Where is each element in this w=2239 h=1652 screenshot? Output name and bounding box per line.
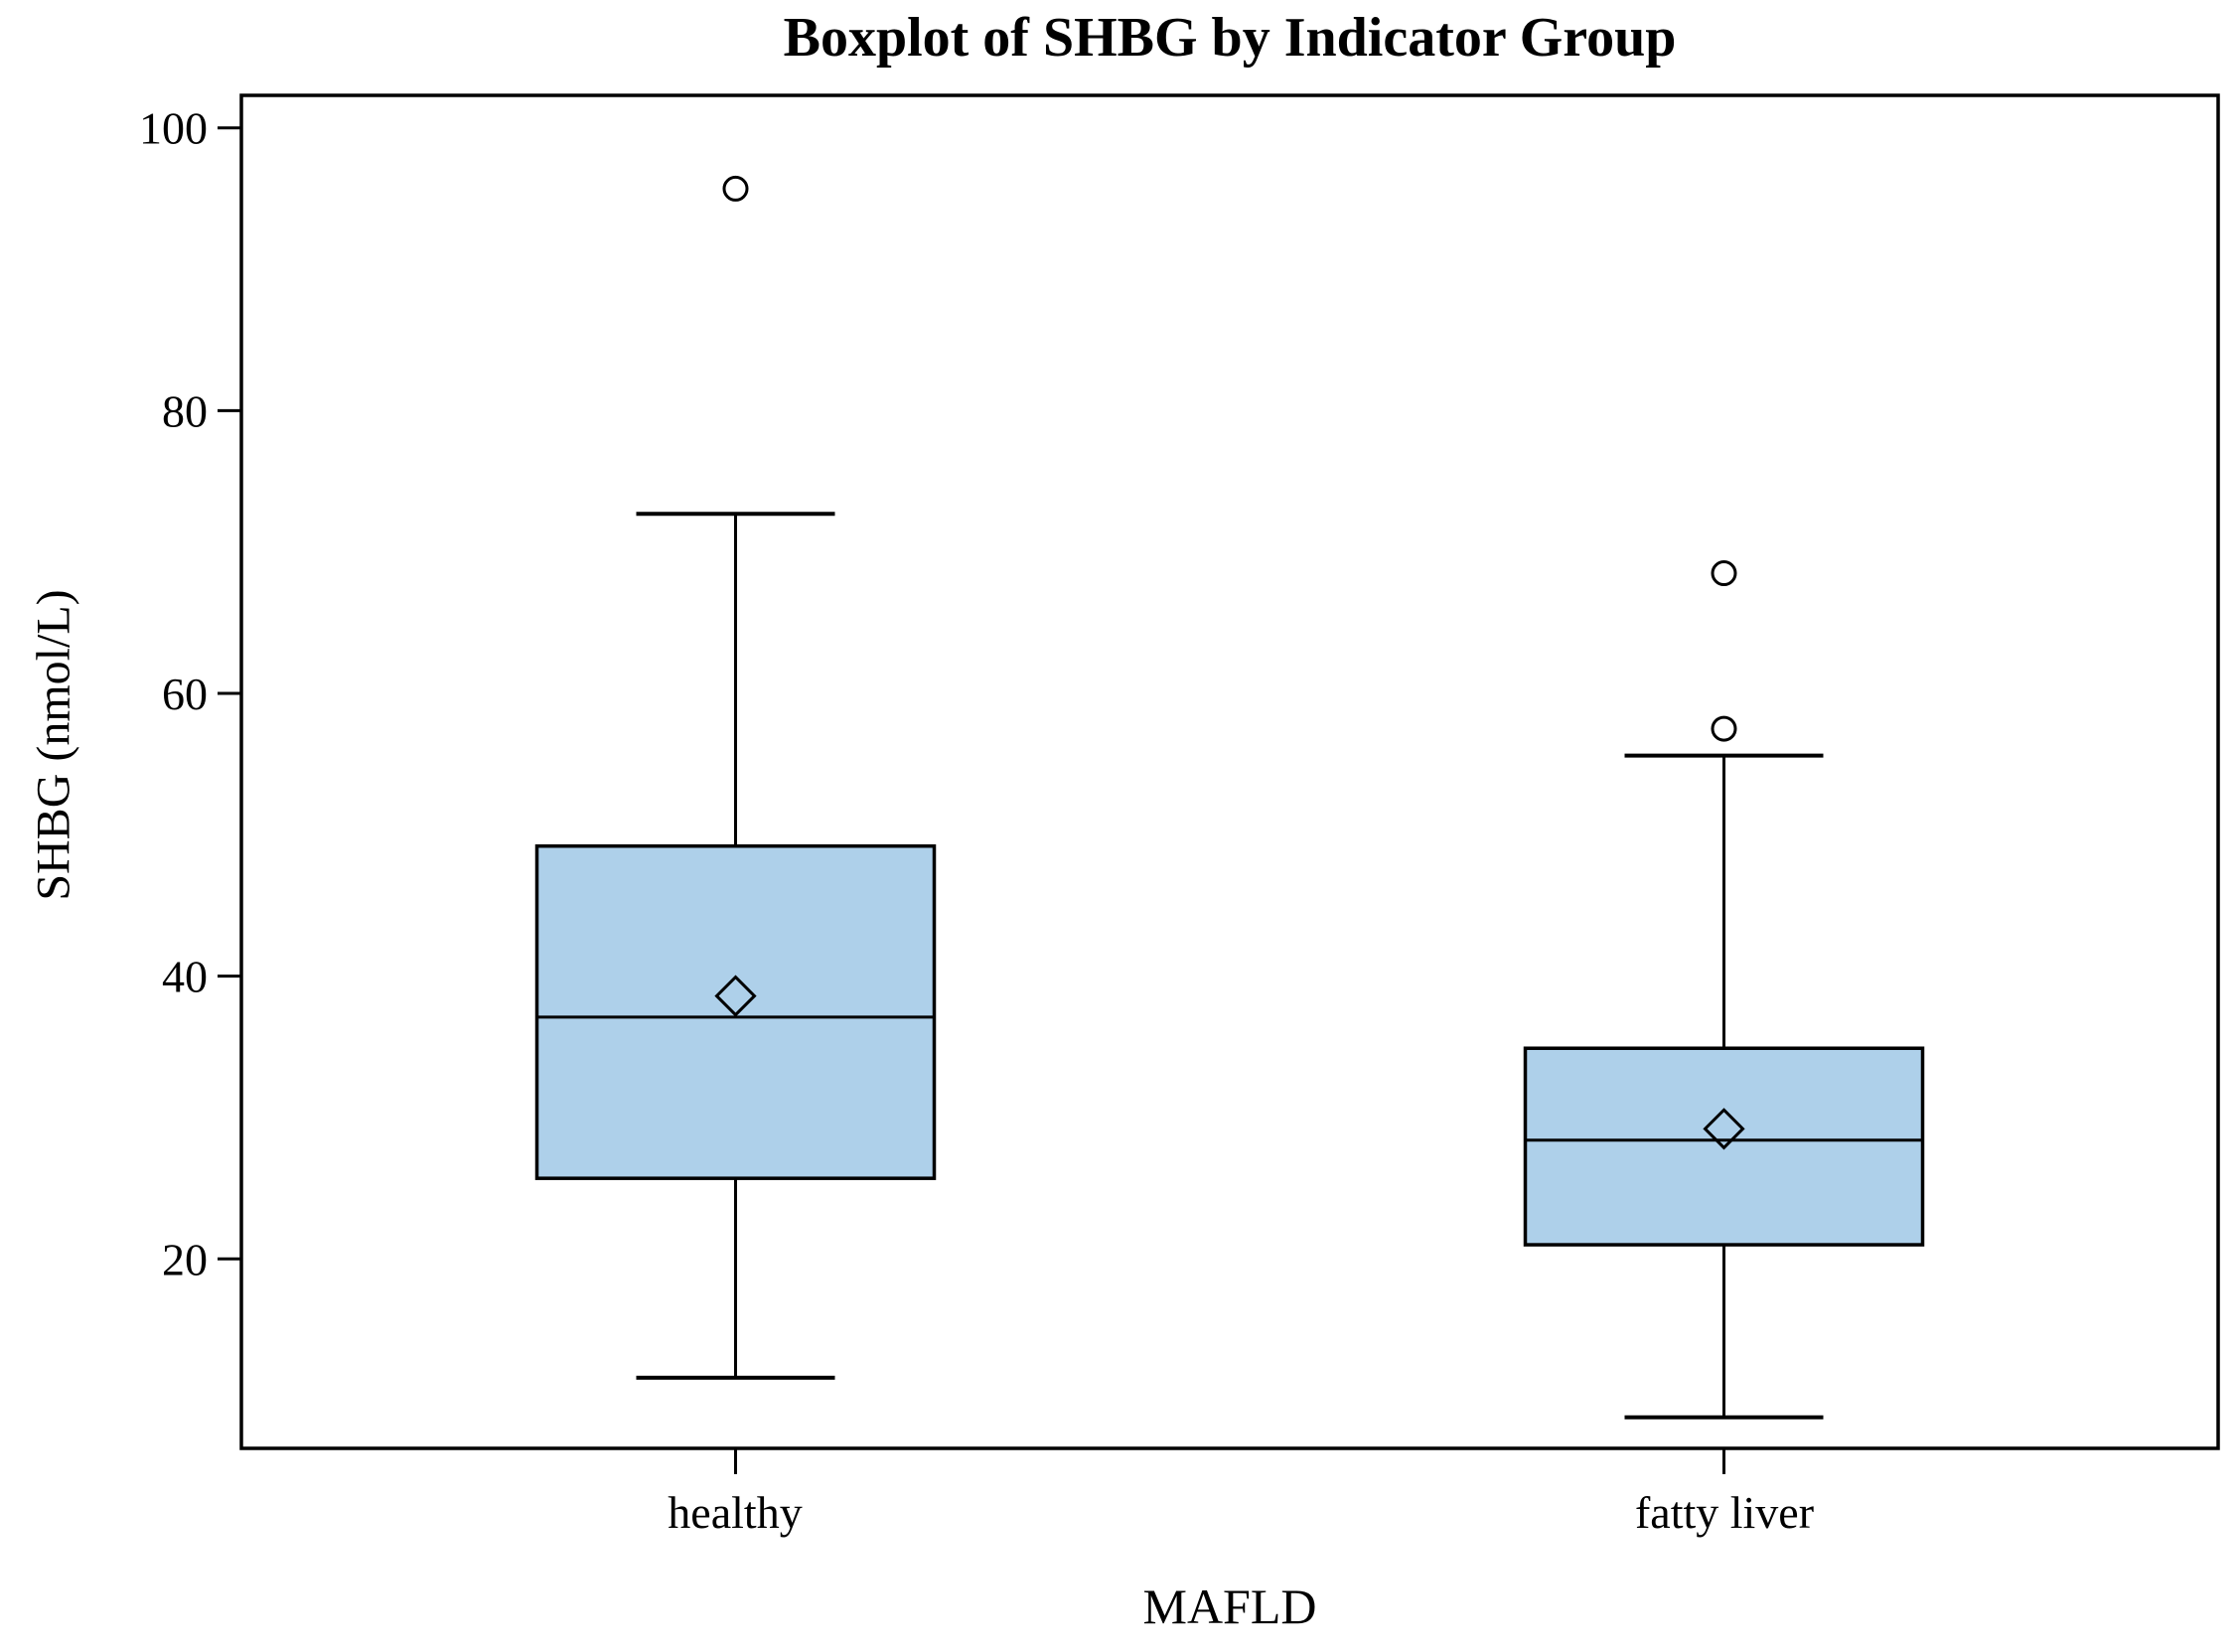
plot-frame bbox=[239, 93, 2220, 1450]
iqr-box-healthy bbox=[534, 843, 937, 1180]
outlier-point-fatty-liver bbox=[1711, 715, 1737, 742]
y-tick-label: 60 bbox=[162, 669, 208, 719]
x-tick-label-healthy: healthy bbox=[668, 1487, 803, 1538]
x-axis-label: MAFLD bbox=[1142, 1578, 1317, 1634]
y-tick-label: 100 bbox=[139, 103, 208, 154]
x-tick-label-fatty-liver: fatty liver bbox=[1634, 1487, 1815, 1538]
mean-diamond-fatty-liver bbox=[1703, 1108, 1745, 1150]
y-tick-label: 40 bbox=[162, 952, 208, 1002]
chart-title: Boxplot of SHBG by Indicator Group bbox=[783, 7, 1677, 69]
y-tick-label: 80 bbox=[162, 385, 208, 436]
outlier-point-healthy bbox=[722, 175, 749, 202]
mean-diamond-healthy bbox=[714, 975, 757, 1017]
y-tick-label: 20 bbox=[162, 1234, 208, 1284]
outlier-point-fatty-liver bbox=[1711, 560, 1737, 587]
